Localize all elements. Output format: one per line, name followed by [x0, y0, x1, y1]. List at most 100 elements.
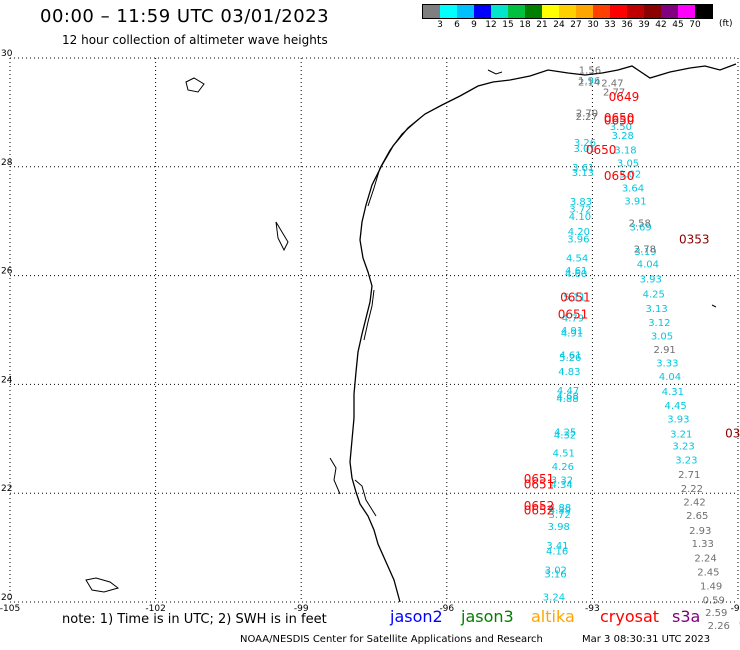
track-label-swh: 2.47 — [601, 78, 623, 89]
scale-swatch-0 — [423, 5, 440, 18]
track-label-swh: 4.83 — [558, 367, 580, 378]
scale-swatch-1 — [440, 5, 457, 18]
track-label-swh: 5.26 — [559, 353, 581, 364]
track-label-swh: 3.72 — [548, 510, 570, 521]
scale-label: 18 — [519, 20, 531, 30]
color-scale-unit: (ft) — [719, 19, 733, 29]
scale-label: 30 — [587, 20, 599, 30]
pass-time-label: 0651 — [524, 472, 555, 486]
scale-label: 33 — [604, 20, 616, 30]
track-label-swh: 4.54 — [566, 254, 588, 265]
track-label-swh: 4.61 — [565, 266, 587, 277]
pass-time-label: 0649 — [609, 90, 640, 104]
scale-label: 9 — [471, 20, 477, 30]
track-label-swh: 3.13 — [646, 304, 668, 315]
track-label-swh: 3.24 — [543, 593, 565, 604]
track-label-swh: 4.10 — [569, 212, 591, 223]
track-label-swh: 2.58 — [629, 218, 651, 229]
satellite-jason3: jason3 — [461, 607, 514, 626]
lon-tick-label: -93 — [585, 604, 600, 614]
lon-tick-label: -105 — [0, 604, 20, 614]
pass-time-label: 0650 — [604, 113, 635, 127]
track-label-swh: 4.25 — [643, 290, 665, 301]
coast-fragment — [487, 69, 503, 75]
map-title: 00:00 – 11:59 UTC 03/01/2023 — [40, 6, 330, 27]
inland-lake — [185, 77, 205, 93]
track-label-swh: 3.02 — [545, 565, 567, 576]
track-label-swh: 3.98 — [548, 522, 570, 533]
scale-swatch-7 — [542, 5, 559, 18]
track-label-swh: 3.12 — [648, 318, 670, 329]
scale-label: 42 — [655, 20, 667, 30]
track-label-swh: 1.49 — [700, 582, 722, 593]
track-label-swh: 3.05 — [651, 331, 673, 342]
scale-swatch-12 — [627, 5, 644, 18]
scale-label: 15 — [502, 20, 514, 30]
satellite-altika: altika — [531, 607, 575, 626]
scale-swatch-10 — [593, 5, 610, 18]
pass-time-label: 0650 — [604, 169, 635, 183]
track-label-swh: 2.24 — [694, 553, 716, 564]
track-label-swh: 3.26 — [574, 138, 596, 149]
track-label-swh: 3.41 — [546, 541, 568, 552]
color-scale-labels: 3 6 9 12 15 18 21 24 27 30 33 36 39 42 45 70 — [422, 19, 713, 33]
track-label-swh: 4.91 — [561, 329, 583, 340]
track-label-swh: 4.04 — [659, 372, 681, 383]
track-label-swh: 1.33 — [692, 539, 714, 550]
lat-tick-label: 22 — [1, 484, 12, 494]
track-label-swh: 1.96 — [578, 76, 600, 87]
track-label-swh: 4.91 — [561, 326, 583, 337]
track-label-swh: 2.26 — [708, 621, 730, 632]
track-label-swh: 4.16 — [546, 546, 568, 557]
scale-swatch-5 — [508, 5, 525, 18]
track-label-swh: 2.91 — [654, 345, 676, 356]
lat-tick-label: 30 — [1, 49, 13, 59]
track-label-swh: 3.23 — [672, 441, 694, 452]
wave-height-color-scale: 3 6 9 12 15 18 21 24 27 30 33 36 39 42 45 70 — [422, 4, 713, 33]
track-label-swh: 3.91 — [624, 197, 646, 208]
lon-tick-label: -99 — [294, 604, 309, 614]
scale-swatch-15 — [678, 5, 695, 18]
track-label-swh: 2.93 — [689, 526, 711, 537]
scale-swatch-3 — [474, 5, 491, 18]
track-label-swh: 4.79 — [562, 313, 584, 324]
track-label-swh: 3.28 — [612, 131, 634, 142]
lat-tick-label: 26 — [1, 267, 13, 277]
scale-label: 45 — [672, 20, 684, 30]
barrier-island — [363, 289, 375, 341]
track-label-swh: 4.61 — [559, 350, 581, 361]
color-scale-swatches — [422, 4, 713, 19]
pass-time-label: 0651 — [558, 308, 589, 322]
track-label-swh: 3.18 — [614, 145, 636, 156]
barrier-island — [354, 479, 377, 517]
inland-river — [329, 457, 341, 495]
track-label-swh: 3.32 — [551, 476, 573, 487]
track-label-swh: 4.31 — [662, 387, 684, 398]
track-label-swh: 3.50 — [610, 122, 632, 133]
track-label-swh: 3.64 — [622, 183, 644, 194]
track-label-swh: 3.23 — [675, 455, 697, 466]
pass-time-label: 0353 — [679, 233, 710, 247]
track-label-swh: 2.77 — [603, 88, 625, 99]
track-label-swh: 3.01 — [573, 144, 595, 155]
scale-label: 70 — [689, 20, 701, 30]
pass-time-label: 0652 — [524, 504, 555, 518]
track-label-swh: 4.39 — [549, 506, 571, 517]
track-label-swh: 4.04 — [637, 260, 659, 271]
track-label-swh: 3.13 — [572, 168, 594, 179]
coast-fragment — [711, 304, 717, 308]
scale-label: 6 — [454, 20, 460, 30]
track-label-swh: 2.22 — [681, 484, 703, 495]
satellite-s3a: s3a — [672, 607, 701, 626]
scale-swatch-4 — [491, 5, 508, 18]
track-label-swh: 2.65 — [686, 511, 708, 522]
lon-tick-label: -90 — [731, 604, 740, 614]
track-label-swh: 2.27 — [576, 112, 598, 123]
pass-time-label: 0650 — [586, 143, 617, 157]
track-label-swh: 4.51 — [553, 448, 575, 459]
track-label-swh: 3.69 — [630, 223, 652, 234]
track-label-swh: 4.68 — [557, 391, 579, 402]
scale-swatch-2 — [457, 5, 474, 18]
scale-label: 39 — [638, 20, 650, 30]
satellite-cryosat: cryosat — [600, 607, 660, 626]
